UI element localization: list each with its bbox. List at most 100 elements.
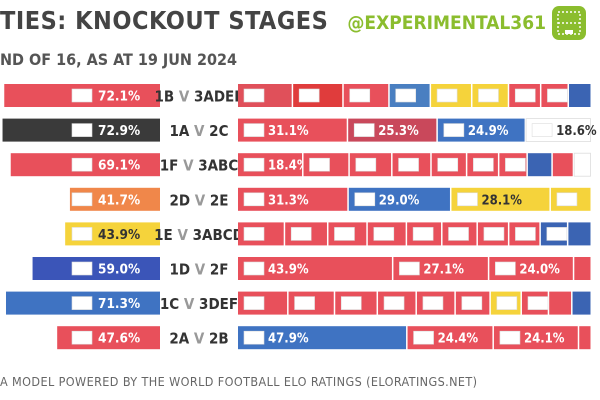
right-value-6-2: 27.1% (423, 263, 464, 278)
right-segment-3-8 (527, 153, 552, 177)
flag-icon-fill (355, 124, 374, 136)
flag-icon-fill (355, 193, 374, 205)
tie-label-4: 2D V 2E (169, 191, 228, 209)
flag-icon-fill (245, 228, 263, 240)
flag-icon-fill (245, 297, 263, 309)
flag-icon-fill (374, 228, 393, 240)
flag-icon-fill (245, 193, 263, 205)
flag-icon-fill (414, 228, 433, 240)
left-value-8: 47.6% (98, 331, 140, 347)
tie-label-6: 1D V 2F (169, 261, 228, 279)
flag-icon-fill (356, 159, 375, 171)
right-segment-5-10 (568, 222, 591, 246)
left-value-2: 72.9% (98, 123, 140, 139)
flag-icon-fill (73, 90, 91, 101)
flag-icon-fill (73, 159, 91, 171)
football-pitch-logo-icon (552, 6, 586, 40)
left-value-3: 69.1% (98, 158, 140, 174)
right-value-6-3: 24.0% (519, 263, 560, 278)
right-value-2-2: 25.3% (378, 124, 419, 139)
flag-icon-fill (396, 90, 415, 101)
right-value-4-3: 28.1% (481, 193, 522, 208)
flag-icon-fill (295, 297, 314, 309)
right-segment-3-9 (552, 153, 573, 177)
chart-title: TIES: KNOCKOUT STAGES (0, 6, 329, 35)
flag-icon-fill (479, 90, 498, 101)
flag-icon-fill (342, 297, 361, 309)
flag-icon-fill (423, 297, 442, 309)
left-value-7: 71.3% (98, 296, 140, 312)
flag-icon-fill (73, 228, 91, 240)
right-segment-8-1 (238, 326, 407, 350)
left-bar-6 (32, 257, 161, 280)
flag-icon-fill (506, 159, 525, 171)
right-value-8-1: 47.9% (268, 332, 309, 347)
right-segment-6-4 (574, 257, 591, 280)
right-segment-7-10 (572, 291, 591, 315)
right-value-2-4: 18.6% (556, 124, 597, 139)
right-value-2-1: 31.1% (268, 124, 309, 139)
flag-icon-fill (516, 90, 535, 101)
flag-icon-fill (245, 263, 263, 274)
right-value-3-1: 18.4% (268, 159, 309, 174)
author-handle[interactable]: @EXPERIMENTAL361 (347, 12, 546, 34)
tie-label-5: 1E V 3ABCD (154, 226, 244, 244)
flag-icon-fill (438, 159, 457, 171)
flag-icon-fill (497, 297, 516, 309)
tie-label-7: 1C V 3DEF (160, 295, 238, 313)
flag-icon-fill (484, 228, 503, 240)
left-value-5: 43.9% (98, 227, 140, 243)
right-value-8-3: 24.1% (524, 332, 565, 347)
flag-icon-fill (533, 124, 552, 136)
flag-icon-fill (310, 159, 329, 171)
right-value-4-2: 29.0% (379, 193, 420, 208)
right-segment-3-10 (573, 152, 591, 177)
right-segment-1-9 (569, 84, 591, 107)
flag-icon-fill (245, 332, 263, 344)
tie-label-2: 1A V 2C (170, 122, 229, 140)
flag-icon-fill (292, 228, 311, 240)
flag-icon-fill (547, 228, 566, 240)
flag-icon-fill (548, 90, 567, 101)
flag-icon-fill (73, 263, 91, 274)
flag-icon-fill (400, 263, 419, 274)
left-value-4: 41.7% (98, 192, 140, 208)
left-bar-4 (69, 187, 160, 211)
flag-icon-fill (73, 332, 91, 344)
right-value-4-1: 31.3% (268, 193, 309, 208)
flag-icon-fill (496, 263, 515, 274)
footer-credit: A MODEL POWERED BY THE WORLD FOOTBALL EL… (0, 374, 478, 389)
flag-icon-fill (245, 124, 263, 136)
right-segment-2-1 (238, 118, 347, 142)
left-value-1: 72.1% (98, 89, 140, 105)
right-segment-6-1 (238, 257, 392, 280)
right-segment-8-4 (579, 326, 591, 350)
flag-icon-fill (73, 193, 91, 205)
flag-icon-fill (73, 297, 91, 309)
flag-icon-fill (350, 90, 369, 101)
flag-icon-fill (245, 159, 263, 171)
flag-icon-fill (300, 90, 319, 101)
flag-icon-fill (458, 193, 477, 205)
left-value-6: 59.0% (98, 262, 140, 278)
flag-icon-fill (500, 332, 519, 344)
right-value-8-2: 24.4% (438, 332, 479, 347)
right-segment-4-1 (238, 187, 348, 211)
flag-icon-fill (474, 159, 493, 171)
right-value-2-3: 24.9% (468, 124, 509, 139)
right-segment-7-9 (549, 291, 572, 315)
flag-icon-fill (449, 228, 468, 240)
flag-icon-fill (73, 124, 91, 136)
chart-subtitle: ND OF 16, AS AT 19 JUN 2024 (0, 50, 238, 69)
right-value-6-1: 43.9% (268, 263, 309, 278)
flag-icon-fill (462, 297, 481, 309)
flag-icon-fill (385, 297, 404, 309)
flag-icon-fill (444, 124, 463, 136)
flag-icon-fill (557, 193, 576, 205)
tie-label-1: 1B V 3ADEF (154, 88, 243, 106)
tie-label-3: 1F V 3ABC (160, 157, 239, 175)
tie-label-8: 2A V 2B (169, 330, 228, 348)
flag-icon-fill (516, 228, 535, 240)
flag-icon-fill (438, 90, 457, 101)
flag-icon-fill (245, 90, 263, 101)
